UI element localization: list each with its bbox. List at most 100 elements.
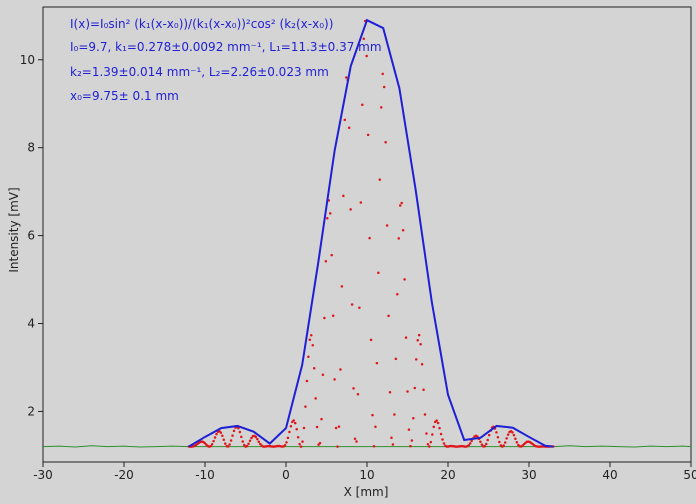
data-point <box>403 278 406 281</box>
data-point <box>315 425 319 429</box>
data-point <box>511 431 514 434</box>
data-point <box>409 444 412 448</box>
data-point <box>505 437 508 440</box>
data-point <box>210 442 214 446</box>
data-point <box>369 338 373 342</box>
data-point <box>238 430 242 434</box>
x-tick-label: -20 <box>114 468 134 482</box>
y-axis-label: Intensity [mV] <box>7 187 21 272</box>
data-point <box>502 444 505 447</box>
x-axis: -30 -20 -10 0 10 20 30 40 50 <box>33 462 696 482</box>
data-point <box>375 361 379 365</box>
data-point <box>406 390 409 393</box>
data-point <box>304 405 307 408</box>
data-point <box>342 194 345 198</box>
y-tick-label: 10 <box>20 53 35 67</box>
data-point <box>302 426 306 430</box>
baseline-series <box>42 445 692 448</box>
x-tick-label: -30 <box>33 468 53 482</box>
data-point <box>240 435 243 439</box>
data-point <box>417 333 421 337</box>
data-point <box>432 425 435 429</box>
data-point <box>400 201 403 205</box>
data-point <box>479 440 482 444</box>
data-point <box>503 441 507 444</box>
data-point <box>412 416 415 420</box>
data-point <box>425 432 428 435</box>
data-point <box>420 363 424 366</box>
data-point <box>298 442 301 446</box>
data-point <box>407 428 411 431</box>
data-point <box>365 54 368 58</box>
data-point <box>310 333 313 337</box>
data-point <box>340 285 344 288</box>
data-point <box>248 439 252 443</box>
data-point <box>324 260 328 263</box>
data-point <box>254 435 258 439</box>
x-tick-label: 0 <box>282 468 290 482</box>
data-point <box>228 443 231 446</box>
formula-line-4: x₀=9.75± 0.1 mm <box>70 89 179 103</box>
data-point <box>435 419 438 422</box>
data-point <box>339 368 342 371</box>
data-point <box>391 443 395 446</box>
data-point <box>495 431 498 434</box>
data-point <box>222 438 226 442</box>
data-point <box>378 178 382 181</box>
data-point <box>347 126 351 130</box>
data-point <box>374 425 377 429</box>
x-tick-label: 40 <box>602 468 617 482</box>
data-point <box>288 430 291 434</box>
x-tick-label: -10 <box>195 468 215 482</box>
data-point <box>397 237 401 240</box>
data-point <box>224 442 227 445</box>
data-point <box>438 426 441 430</box>
data-point <box>312 366 316 370</box>
data-point <box>484 442 488 446</box>
data-point <box>467 443 470 447</box>
data-point <box>213 436 217 439</box>
data-point <box>323 316 326 320</box>
data-point <box>247 442 250 446</box>
x-tick-label: 30 <box>521 468 536 482</box>
data-point <box>256 437 259 441</box>
data-point <box>404 336 408 339</box>
data-point <box>380 106 383 109</box>
data-point <box>209 444 212 448</box>
data-point <box>226 445 230 448</box>
data-point <box>345 76 348 79</box>
data-point <box>410 439 414 442</box>
data-point <box>258 442 262 446</box>
data-point <box>286 436 290 440</box>
data-point <box>257 440 261 443</box>
data-point <box>506 433 510 436</box>
data-point <box>398 204 402 207</box>
y-tick-label: 8 <box>27 141 35 155</box>
data-point <box>384 141 387 144</box>
data-point <box>468 442 472 445</box>
data-point <box>301 440 304 443</box>
data-point <box>358 306 361 309</box>
fit-envelope-line <box>188 18 554 448</box>
data-point <box>436 421 440 425</box>
y-tick-label: 6 <box>27 229 35 243</box>
data-point <box>387 314 390 318</box>
data-point <box>331 314 335 317</box>
data-point <box>356 393 360 396</box>
data-point <box>426 442 430 446</box>
data-point <box>289 424 293 428</box>
data-point <box>215 432 218 436</box>
data-point <box>296 435 300 439</box>
data-point <box>441 438 444 441</box>
x-tick-label: 50 <box>683 468 696 482</box>
data-point <box>343 118 347 122</box>
data-point <box>396 293 399 296</box>
data-point <box>353 437 357 441</box>
data-point <box>326 217 329 220</box>
data-point <box>311 343 314 347</box>
data-point <box>428 445 431 448</box>
data-point <box>371 413 374 417</box>
data-point <box>423 413 427 416</box>
data-point <box>429 440 433 444</box>
data-point <box>361 103 364 107</box>
